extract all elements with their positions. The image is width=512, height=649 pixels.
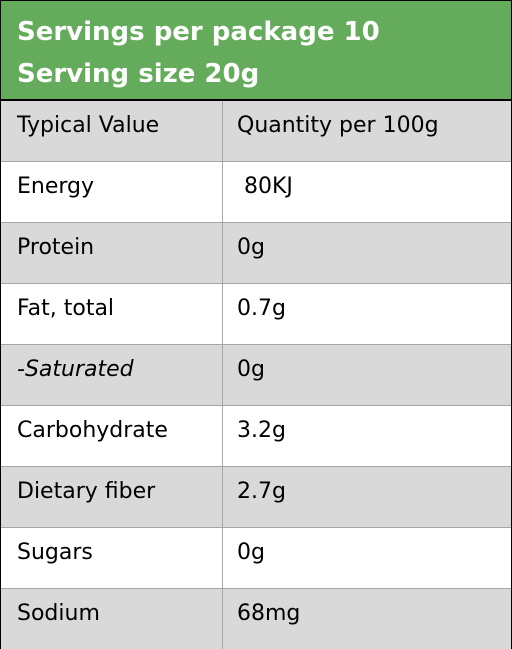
nutrient-value: 0g (237, 235, 265, 260)
nutrient-name: Fat, total (17, 296, 115, 321)
table-row-carbohydrate: Carbohydrate 3.2g (1, 406, 511, 467)
nutrient-name: Energy (17, 174, 95, 199)
column-divider (222, 162, 223, 222)
nutrient-value: 3.2g (237, 418, 286, 443)
table-row-saturated: -Saturated 0g (1, 345, 511, 406)
table-row-sugars: Sugars 0g (1, 528, 511, 589)
nutrient-name: Protein (17, 235, 95, 260)
column-divider (222, 284, 223, 344)
nutrient-value: 68mg (237, 601, 301, 626)
column-divider (222, 406, 223, 466)
servings-per-package: Servings per package 10 (17, 17, 380, 47)
nutrition-header: Servings per package 10 Serving size 20g (1, 1, 511, 101)
nutrient-name: Carbohydrate (17, 418, 168, 443)
column-divider (222, 467, 223, 527)
nutrient-value: 0g (237, 540, 265, 565)
column-divider (222, 528, 223, 588)
typical-value-header: Typical Value (17, 113, 160, 138)
table-row-fat-total: Fat, total 0.7g (1, 284, 511, 345)
table-row-sodium: Sodium 68mg (1, 589, 511, 649)
serving-size: Serving size 20g (17, 59, 260, 89)
table-row-energy: Energy 80KJ (1, 162, 511, 223)
nutrient-name: Dietary fiber (17, 479, 156, 504)
table-row-protein: Protein 0g (1, 223, 511, 284)
quantity-header: Quantity per 100g (237, 113, 439, 138)
nutrient-name: -Saturated (17, 357, 134, 382)
column-divider (222, 101, 223, 161)
table-header-row: Typical Value Quantity per 100g (1, 101, 511, 162)
nutrient-value: 0g (237, 357, 265, 382)
table-row-dietary-fiber: Dietary fiber 2.7g (1, 467, 511, 528)
column-divider (222, 223, 223, 283)
nutrient-value: 2.7g (237, 479, 286, 504)
nutrition-table: Typical Value Quantity per 100g Energy 8… (1, 101, 511, 649)
column-divider (222, 589, 223, 649)
nutrient-name: Sodium (17, 601, 100, 626)
nutrient-value: 0.7g (237, 296, 286, 321)
nutrient-name: Sugars (17, 540, 93, 565)
nutrient-value: 80KJ (237, 174, 293, 199)
column-divider (222, 345, 223, 405)
